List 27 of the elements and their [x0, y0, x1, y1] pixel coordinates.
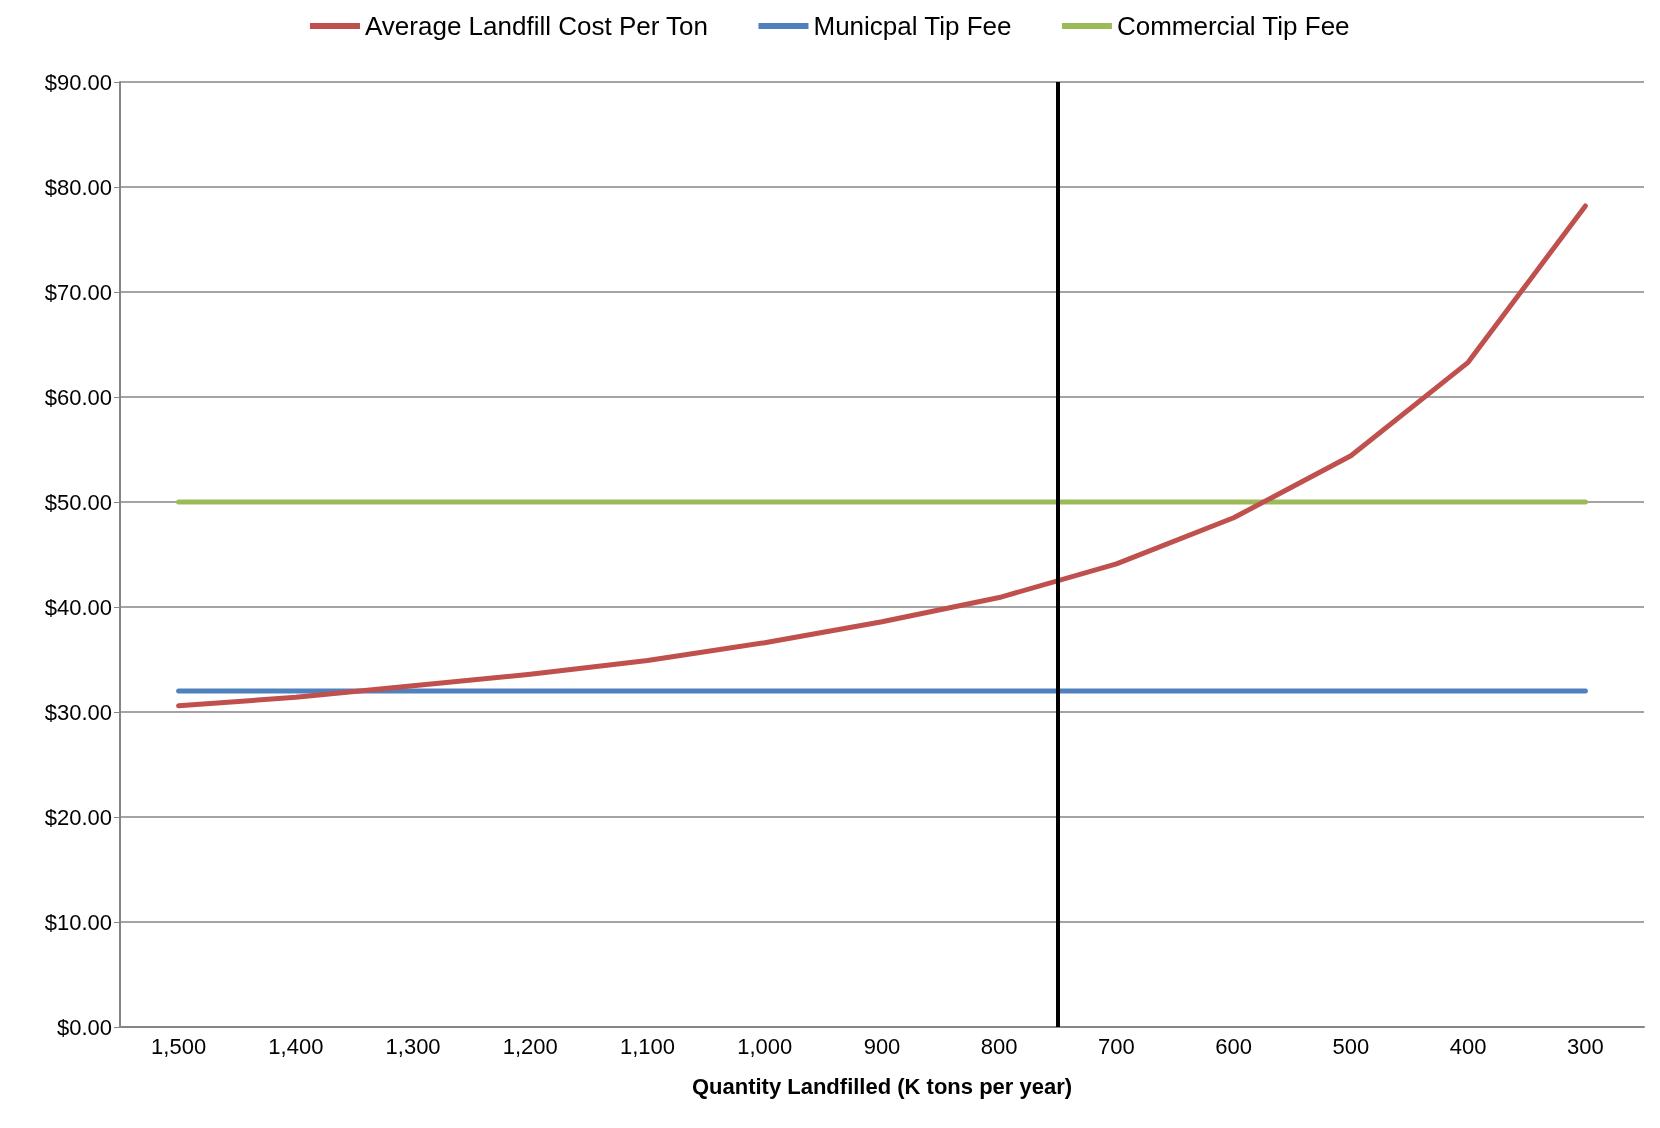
- x-tick-label: 800: [980, 1033, 1018, 1059]
- y-tick-label: $0.00: [56, 1014, 112, 1040]
- y-tick-label: $70.00: [44, 279, 112, 305]
- x-tick-label: 400: [1449, 1033, 1487, 1059]
- x-tick-label: 1,400: [268, 1033, 324, 1059]
- x-tick-label: 300: [1567, 1033, 1604, 1059]
- y-tick-label: $30.00: [44, 699, 112, 725]
- y-tick-label: $40.00: [44, 594, 112, 620]
- y-tick-label: $80.00: [44, 174, 112, 200]
- x-tick-label: 1,000: [737, 1033, 793, 1059]
- x-tick-label: 900: [863, 1033, 901, 1059]
- y-tick-label: $60.00: [44, 384, 112, 410]
- y-tick-label: $90.00: [44, 69, 112, 95]
- x-tick-label: 1,500: [151, 1033, 207, 1059]
- x-tick-label: 1,200: [502, 1033, 558, 1059]
- x-tick-label: 600: [1215, 1033, 1253, 1059]
- legend-label: Municpal Tip Fee: [813, 11, 1012, 41]
- x-tick-label: 500: [1332, 1033, 1370, 1059]
- y-tick-label: $50.00: [44, 489, 112, 515]
- legend-label: Average Landfill Cost Per Ton: [364, 11, 709, 41]
- y-tick-label: $10.00: [44, 909, 112, 935]
- x-tick-label: 1,100: [620, 1033, 676, 1059]
- legend-label: Commercial Tip Fee: [1116, 11, 1350, 41]
- x-tick-label: 1,300: [385, 1033, 441, 1059]
- y-tick-label: $20.00: [44, 804, 112, 830]
- x-axis-title: Quantity Landfilled (K tons per year): [691, 1073, 1073, 1099]
- x-tick-label: 700: [1098, 1033, 1135, 1059]
